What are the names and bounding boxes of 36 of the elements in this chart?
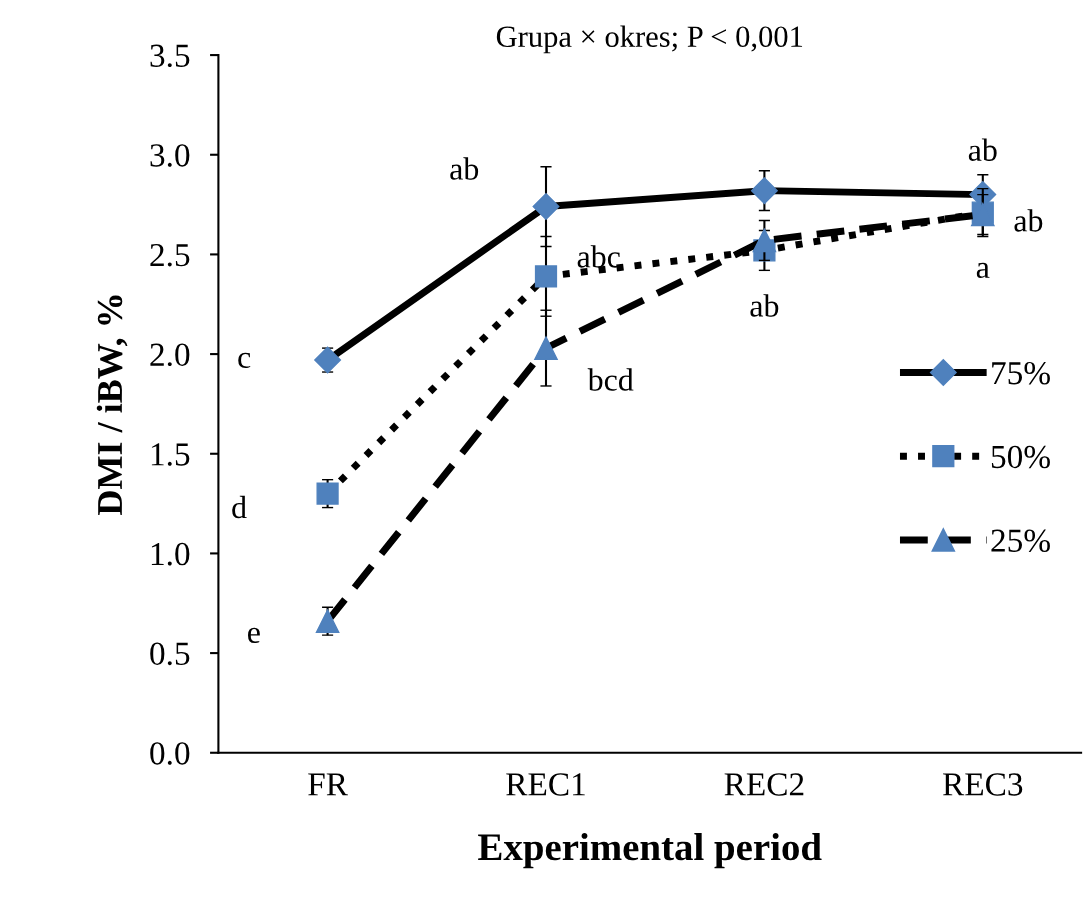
x-tick-label: REC2	[724, 773, 804, 796]
y-tick-label: 3.5	[150, 44, 190, 68]
annotation: d	[232, 495, 247, 519]
y-axis-title: DMI / iBW, %	[96, 295, 128, 515]
annotation: abc	[577, 245, 620, 268]
point	[315, 609, 340, 634]
x-tick-label: REC1	[506, 773, 585, 796]
point	[750, 177, 778, 205]
legend-label: 50%	[991, 445, 1050, 469]
y-tick-label: 2.0	[150, 343, 190, 367]
annotation: bcd	[587, 368, 634, 391]
annotation: ab	[1014, 209, 1043, 232]
x-tick-label: FR	[308, 773, 348, 796]
annotation: a	[976, 262, 990, 279]
x-axis-title: Experimental period	[478, 832, 822, 869]
annotation: ab	[750, 294, 779, 317]
annotation: c	[238, 352, 251, 369]
y-tick-label: 3.0	[150, 144, 190, 167]
x-tick-label: REC3	[943, 773, 1023, 796]
point	[534, 265, 558, 288]
y-tick-label: 2.5	[150, 243, 190, 267]
point	[532, 193, 560, 221]
y-tick-label: 0.0	[150, 742, 190, 765]
point	[752, 228, 777, 253]
annotation: e	[248, 627, 260, 644]
legend-label: 75%	[992, 361, 1050, 385]
y-tick-label: 1.5	[151, 443, 190, 466]
point	[534, 336, 558, 360]
point	[316, 482, 339, 505]
annotation: ab	[450, 157, 479, 180]
chart-title: Grupa × okres; P < 0,001	[496, 25, 803, 54]
point	[314, 346, 342, 374]
legend-label: 25%	[991, 529, 1050, 553]
y-tick-label: 0.5	[150, 642, 190, 666]
annotation: ab	[968, 138, 997, 161]
y-tick-label: 1.0	[151, 542, 190, 566]
